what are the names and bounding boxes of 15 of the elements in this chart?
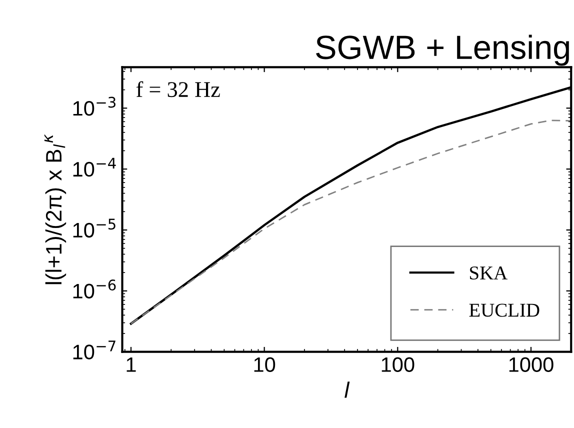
y-tick-label: 10$^{−3}$: [73, 96, 116, 116]
legend-label: SKA: [470, 266, 508, 280]
chart-title: SGWB + Lensing: [316, 34, 569, 66]
x-tick-label: 10: [254, 357, 276, 372]
y-axis-title: l(l+1)/(2π) x B$_{l}$$^{κ}$: [44, 134, 66, 284]
y-tick-label: 10$^{−5}$: [73, 218, 116, 238]
x-tick-label: 100: [382, 357, 414, 372]
y-tick-label: 10$^{−6}$: [73, 279, 116, 298]
x-tick-label: 1000: [509, 357, 554, 372]
x-tick-label: 1: [126, 357, 136, 372]
y-tick-label: 10$^{−4}$: [73, 158, 116, 177]
x-axis-title: l: [344, 382, 350, 398]
legend-label: EUCLID: [469, 304, 540, 317]
annotation: f = 32 Hz: [136, 81, 220, 98]
y-tick-label: 10$^{−7}$: [73, 340, 116, 360]
